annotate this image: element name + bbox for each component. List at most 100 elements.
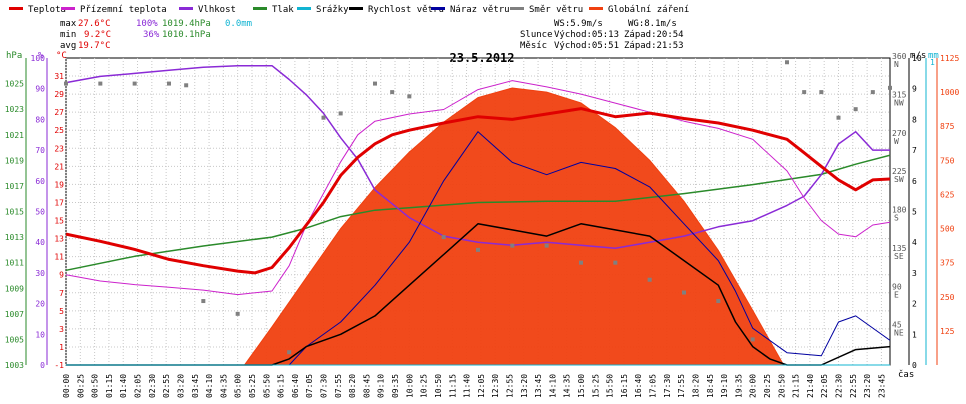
tick-time-54: 22:30	[835, 374, 844, 398]
wind-dir-point-18	[613, 260, 618, 265]
wind-dir-point-5	[201, 299, 206, 304]
tick-temperature-10: 11	[54, 253, 64, 262]
wind-dir-point-2	[132, 81, 137, 86]
legend-swatch-7	[510, 7, 524, 10]
tick-pressure-2: 1021	[5, 131, 24, 140]
tick-time-6: 02:30	[148, 374, 157, 398]
tick-wind-6: 4	[912, 238, 917, 247]
wind-dir-point-23	[785, 60, 789, 65]
tick-pressure-3: 1019	[5, 156, 24, 165]
legend-label-1: Přízemní teplota	[80, 5, 167, 15]
tick-temperature-14: 3	[59, 325, 64, 334]
wind-dir-point-14	[476, 247, 480, 252]
unit-rain: mm	[928, 51, 939, 61]
legend-swatch-1	[61, 7, 75, 10]
tick-dir-deg-1: 315	[892, 90, 907, 99]
tick-temperature-15: 1	[59, 343, 64, 352]
wind-dir-point-24	[802, 90, 807, 95]
unit-temperature: °C	[56, 51, 67, 61]
tick-rain-0: 1	[930, 58, 935, 67]
tick-time-47: 19:35	[734, 374, 743, 398]
tick-temperature-2: 27	[54, 108, 64, 117]
tick-pressure-10: 1005	[5, 335, 24, 344]
tick-time-8: 03:20	[176, 374, 185, 398]
tick-pressure-9: 1007	[5, 310, 24, 319]
legend-label-8: Globální záření	[608, 5, 689, 15]
wind-dir-point-25	[819, 90, 824, 95]
tick-pressure-0: 1025	[5, 80, 24, 89]
tick-time-49: 20:25	[763, 374, 772, 398]
stats-max-hum: 100%	[136, 19, 158, 29]
tick-radiation-1: 1000	[940, 88, 959, 97]
tick-dir-name-2: W	[894, 137, 899, 146]
tick-time-19: 07:55	[334, 374, 343, 398]
tick-time-33: 13:45	[534, 374, 543, 398]
legend-label-0: Teplota	[28, 5, 66, 15]
wind-dir-point-20	[682, 290, 686, 295]
tick-time-45: 18:45	[706, 374, 715, 398]
tick-time-30: 12:30	[491, 374, 500, 398]
astro-sun-rise: Východ:05:13	[554, 30, 619, 40]
tick-dir-deg-3: 225	[892, 167, 907, 176]
tick-pressure-5: 1015	[5, 208, 24, 217]
tick-time-53: 22:05	[820, 374, 829, 398]
tick-temperature-12: 7	[59, 289, 64, 298]
tick-time-10: 04:10	[205, 374, 214, 398]
tick-dir-deg-5: 135	[892, 244, 907, 253]
tick-time-23: 09:35	[391, 374, 400, 398]
tick-time-41: 17:05	[649, 374, 658, 398]
tick-wind-3: 7	[912, 146, 917, 155]
tick-time-32: 13:20	[520, 374, 529, 398]
wind-dir-point-11	[390, 90, 395, 95]
tick-temperature-8: 15	[54, 217, 64, 226]
tick-temperature-0: 31	[54, 72, 64, 81]
tick-humidity-10: 0	[40, 361, 45, 370]
tick-radiation-3: 750	[940, 156, 955, 165]
tick-time-16: 06:40	[291, 374, 300, 398]
tick-wind-2: 8	[912, 115, 917, 124]
wind-dir-point-4	[184, 83, 189, 88]
tick-humidity-2: 80	[35, 115, 45, 124]
tick-time-42: 17:30	[663, 374, 672, 398]
tick-dir-deg-2: 270	[892, 129, 907, 138]
tick-wind-4: 6	[912, 177, 917, 186]
tick-wind-9: 1	[912, 330, 917, 339]
tick-humidity-7: 30	[35, 269, 45, 278]
series-wind-speed	[66, 223, 891, 366]
tick-time-56: 23:20	[863, 374, 872, 398]
wind-dir-point-13	[441, 235, 446, 240]
legend-swatch-5	[349, 7, 363, 10]
legend-swatch-8	[589, 7, 603, 10]
chart-legend: Teplota Přízemní teplota Vlhkost Tlak Srážky…	[9, 5, 689, 15]
tick-dir-deg-0: 360	[892, 52, 907, 61]
tick-humidity-9: 10	[35, 330, 45, 339]
unit-humidity: %	[38, 51, 44, 61]
stats-max-rain: 0.0mm	[225, 19, 252, 29]
tick-humidity-0: 100	[31, 54, 46, 63]
tick-time-4: 01:40	[119, 374, 128, 398]
stats-avg-label: avg	[60, 41, 76, 51]
wind-dir-point-1	[98, 81, 103, 86]
tick-time-40: 16:40	[634, 374, 643, 398]
legend-label-3: Tlak	[272, 5, 294, 15]
tick-dir-name-4: S	[894, 214, 899, 223]
tick-radiation-8: 125	[940, 327, 955, 336]
tick-radiation-0: 1125	[940, 54, 959, 63]
astro-wg: WG:8.1m/s	[628, 19, 677, 29]
astro-moon-label: Měsíc	[520, 41, 547, 51]
tick-temperature-11: 9	[59, 271, 64, 280]
series-radiation-area	[243, 87, 785, 366]
tick-time-1: 00:25	[76, 374, 85, 398]
x-axis-label: čas	[898, 369, 914, 380]
wind-dir-point-3	[167, 81, 171, 86]
tick-time-18: 07:30	[320, 374, 329, 398]
tick-time-22: 09:10	[377, 374, 386, 398]
wind-dir-point-29	[888, 85, 892, 90]
tick-temperature-13: 5	[59, 307, 64, 316]
tick-dir-deg-6: 90	[892, 282, 902, 291]
tick-time-31: 12:55	[505, 374, 514, 398]
astro-sun-label: Slunce	[520, 30, 553, 40]
legend-swatch-6	[431, 7, 445, 10]
stats-avg-temp: 19.7°C	[78, 41, 111, 51]
legend-swatch-2	[179, 7, 193, 10]
